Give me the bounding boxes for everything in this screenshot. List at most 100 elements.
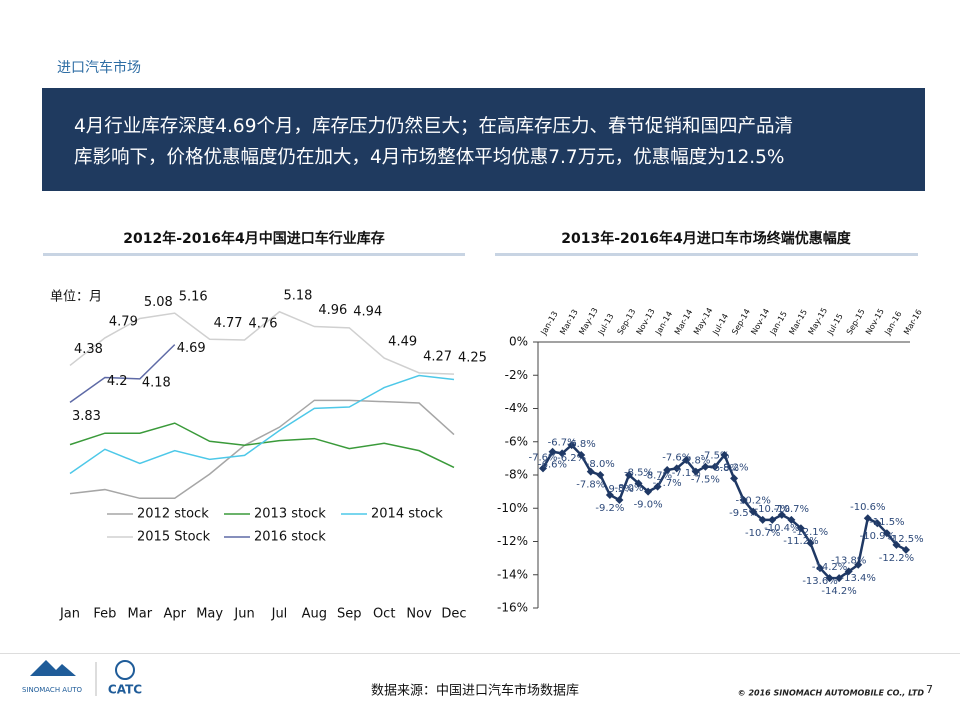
data-label: -13.4% (841, 573, 876, 584)
data-label: 4.76 (249, 316, 278, 331)
legend-label: 2015 Stock (137, 530, 211, 545)
x-tick-label: Jun (233, 607, 254, 622)
x-tick-label: Jul-14 (711, 312, 731, 337)
data-label: -6.7% (548, 437, 577, 448)
x-tick-label: Jan (59, 607, 80, 622)
data-label: -11.5% (869, 517, 904, 528)
data-label: -6.8% (567, 439, 596, 450)
data-label: -12.1% (793, 527, 828, 538)
legend-label: 2012 stock (137, 507, 209, 522)
marker (873, 519, 882, 528)
y-tick-label: -14% (497, 567, 528, 581)
data-label: -13.8% (831, 555, 866, 566)
marker (558, 449, 567, 458)
y-tick-label: -2% (505, 368, 528, 382)
legend-label: 2016 stock (254, 530, 326, 545)
x-tick-label: Jan-16 (882, 310, 903, 337)
data-label: -8.2% (720, 462, 749, 473)
y-tick-label: -10% (497, 501, 528, 515)
x-tick-label: Aug (302, 607, 327, 622)
data-label: 5.16 (179, 290, 208, 305)
data-label: 5.18 (283, 288, 312, 303)
marker (882, 529, 891, 538)
chart-title: 2012年-2016年4月中国进口车行业库存 (123, 230, 384, 247)
data-label: -7.5% (691, 475, 720, 486)
marker (777, 510, 786, 519)
logo-text: CATC (108, 683, 142, 697)
data-label: -8.0% (614, 483, 643, 494)
marker (806, 539, 815, 548)
marker (825, 574, 834, 583)
x-tick-label: Mar (128, 607, 153, 622)
data-label: 4.27 (423, 349, 452, 364)
data-label: 4.38 (74, 342, 103, 357)
marker (720, 451, 729, 460)
x-tick-label: Dec (441, 607, 466, 622)
data-label: -13.6% (802, 576, 837, 587)
data-label: -6.2% (557, 453, 586, 464)
x-tick-label: Nov (406, 607, 432, 622)
x-tick-label: Jan-13 (539, 310, 560, 337)
chart-title: 2013年-2016年4月进口车市场终端优惠幅度 (561, 230, 851, 247)
data-label: 4.18 (142, 375, 171, 390)
x-tick-label: Jul (271, 607, 288, 622)
data-label: 4.96 (318, 303, 347, 318)
data-label: -10.6% (850, 502, 885, 513)
copyright: © 2016 SINOMACH AUTOMOBILE CO., LTD (738, 689, 925, 698)
marker (682, 456, 691, 465)
data-label: -10.7% (745, 528, 780, 539)
data-label: 4.69 (177, 341, 206, 356)
marker (634, 479, 643, 488)
y-tick-label: -4% (505, 401, 528, 415)
marker (653, 482, 662, 491)
data-label: -14.2% (812, 562, 847, 573)
logo-text: SINOMACH AUTO (22, 686, 83, 694)
data-label: -9.5% (605, 484, 634, 495)
marker (863, 514, 872, 523)
marker (615, 495, 624, 504)
marker (577, 451, 586, 460)
data-label: -6.8% (710, 463, 739, 474)
marker (768, 515, 777, 524)
marker (816, 564, 825, 573)
data-label: -8.0% (586, 459, 615, 470)
data-label: -9.2% (595, 503, 624, 514)
x-tick-label: May (196, 607, 223, 622)
title-rule (43, 253, 465, 256)
section-title: 进口汽车市场 (57, 59, 141, 76)
marker (835, 574, 844, 583)
marker (624, 471, 633, 479)
marker (739, 495, 748, 504)
x-tick-label: Jul-13 (596, 312, 616, 337)
series-line (69, 422, 455, 469)
marker (691, 467, 700, 476)
marker (586, 467, 595, 476)
x-tick-label: Jan-14 (653, 310, 674, 337)
data-label: 4.94 (353, 304, 382, 319)
logo-mark (115, 660, 135, 680)
legend-label: 2013 stock (254, 507, 326, 522)
y-tick-label: -6% (505, 434, 528, 448)
data-label: -12.2% (879, 553, 914, 564)
marker (644, 487, 653, 496)
data-label: -7.8% (681, 456, 710, 467)
marker (730, 474, 739, 483)
x-tick-label: Oct (373, 607, 395, 622)
data-label: -12.5% (888, 534, 923, 545)
marker (548, 447, 557, 456)
title-rule (495, 253, 918, 256)
banner-line: 4月行业库存深度4.69个月，库存压力仍然巨大；在高库存压力、春节促销和国四产品… (74, 116, 793, 137)
unit-label: 单位：月 (50, 290, 102, 305)
data-label: 3.83 (72, 409, 101, 424)
data-label: 4.77 (214, 316, 243, 331)
x-tick-label: Apr (163, 607, 186, 622)
y-tick-label: -12% (497, 534, 528, 548)
data-label: 4.25 (458, 351, 487, 366)
data-label: -10.2% (735, 496, 770, 507)
logo-mark (30, 660, 76, 676)
x-tick-label: Mar-16 (902, 308, 924, 336)
y-tick-label: -16% (497, 601, 528, 615)
data-label: -6.6% (538, 460, 567, 471)
data-label: -9.5% (729, 508, 758, 519)
